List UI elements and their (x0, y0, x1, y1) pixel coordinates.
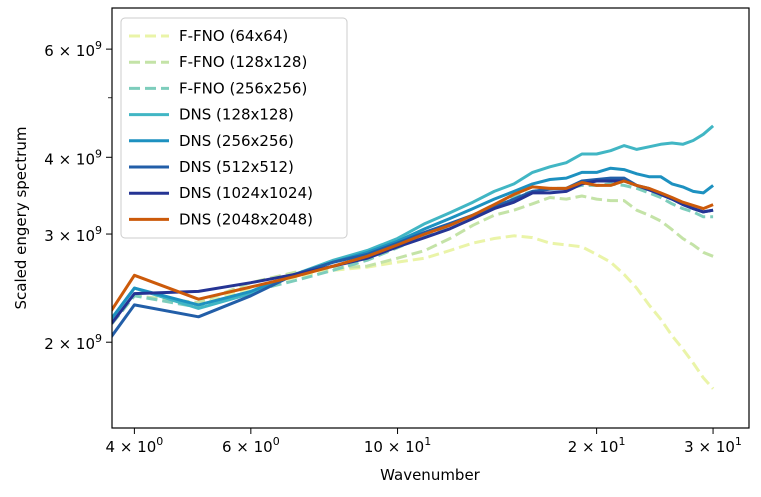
legend-label: DNS (512x512) (179, 158, 294, 176)
legend-label: DNS (2048x2048) (179, 210, 313, 228)
x-axis: 4 × 100 6 × 100 10 × 101 2 × 101 3 × 101 (106, 428, 742, 456)
legend-label: DNS (128x128) (179, 106, 294, 124)
legend-label: F-FNO (128x128) (179, 53, 307, 71)
x-tick-label: 10 × 101 (364, 435, 431, 456)
y-tick-label: 2 × 109 (44, 332, 102, 353)
y-axis: 2 × 109 3 × 109 4 × 109 6 × 109 (44, 39, 112, 353)
legend-label: F-FNO (64x64) (179, 27, 288, 45)
series-layer (112, 124, 715, 390)
legend-label: DNS (256x256) (179, 132, 294, 150)
y-tick-label: 4 × 109 (44, 147, 102, 168)
x-tick-label: 6 × 100 (222, 435, 280, 456)
legend-box (120, 17, 348, 239)
x-tick-label: 3 × 101 (684, 435, 742, 456)
legend-label: F-FNO (256x256) (179, 79, 307, 97)
legend-label: DNS (1024x1024) (179, 184, 313, 202)
y-axis-title: Scaled engery spectrum (12, 127, 30, 310)
plot-area-frame (111, 7, 750, 429)
x-tick-label: 2 × 101 (568, 435, 626, 456)
y-tick-label: 3 × 109 (44, 224, 102, 245)
x-tick-label: 4 × 100 (106, 435, 164, 456)
series-line (112, 234, 715, 390)
series-line (112, 194, 714, 327)
legend: F-FNO (64x64) F-FNO (128x128) F-FNO (256x2… (120, 17, 348, 239)
x-axis-title: Wavenumber (380, 466, 481, 484)
y-tick-label: 6 × 109 (44, 39, 102, 60)
series-line (112, 179, 714, 313)
